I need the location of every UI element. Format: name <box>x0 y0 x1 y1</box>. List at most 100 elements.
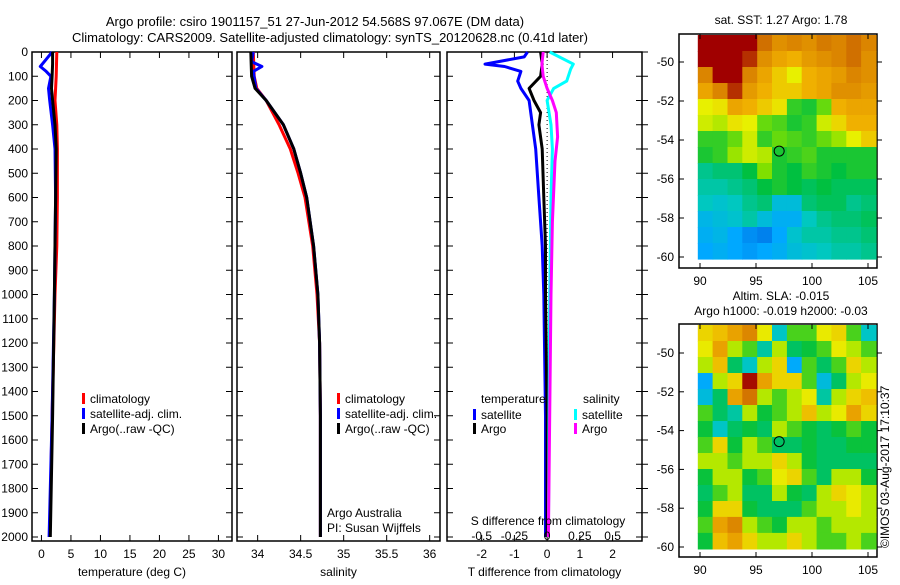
map-cell <box>697 325 714 342</box>
x2-tick-label: -0.5 <box>471 529 492 543</box>
map-cell <box>697 373 714 390</box>
map-cell <box>712 227 729 244</box>
map-cell <box>742 195 758 212</box>
map-cell <box>742 437 758 454</box>
map-cell <box>816 83 833 100</box>
map-cell <box>846 51 862 68</box>
map-cell <box>727 99 743 116</box>
map-cell <box>772 389 788 406</box>
map-cell <box>861 405 877 422</box>
map-cell <box>801 373 818 390</box>
map-cell <box>742 163 758 180</box>
map-cell <box>727 532 743 550</box>
map-cell <box>786 389 803 406</box>
lat-tick-label: -60 <box>657 250 675 264</box>
x-tick-label: 2 <box>609 547 616 561</box>
map-cell <box>697 437 714 454</box>
map-cell <box>846 195 862 212</box>
series-line-satellite-adj-clim- <box>250 51 322 537</box>
map-cell <box>697 35 714 52</box>
map-cell <box>712 195 729 212</box>
y-tick-label: 300 <box>8 118 28 132</box>
y-tick-label: 1100 <box>2 312 28 326</box>
map-cell <box>846 325 862 342</box>
map-cell <box>772 99 788 116</box>
map-cell <box>816 147 833 164</box>
map-cell <box>801 179 818 196</box>
map-cell <box>757 532 773 550</box>
map-cell <box>861 83 877 100</box>
map-cell <box>712 341 729 358</box>
y-tick-label: 100 <box>8 69 28 83</box>
x-tick-label: 36 <box>423 547 437 561</box>
series-line-diff-s-satellite <box>545 50 575 538</box>
x2-tick-label: 0 <box>544 529 551 543</box>
legend-swatch <box>473 423 476 434</box>
map-cell <box>727 469 743 486</box>
map-cell <box>742 469 758 486</box>
map-cell <box>742 501 758 518</box>
x-tick-label: 15 <box>123 547 137 561</box>
map-cell <box>697 532 714 550</box>
map-cell <box>816 532 833 550</box>
map-cell <box>757 211 773 228</box>
map-cell <box>742 83 758 100</box>
y-tick-label: 1200 <box>1 336 28 350</box>
map-cell <box>831 179 847 196</box>
map-cell <box>697 405 714 422</box>
map-cell <box>697 99 714 116</box>
map-cell <box>831 147 847 164</box>
map-cell <box>846 516 862 534</box>
map-cell <box>742 341 758 358</box>
map-cell <box>861 325 877 342</box>
map-cell <box>772 516 788 534</box>
map-cell <box>697 389 714 406</box>
map-cell <box>757 163 773 180</box>
map-cell <box>861 437 877 454</box>
map-cell <box>772 405 788 422</box>
map-cell <box>786 501 803 518</box>
map-cell <box>846 485 862 502</box>
map-cell <box>816 35 833 52</box>
map-cell <box>697 147 714 164</box>
legend-swatch <box>574 409 577 420</box>
map-cell <box>801 469 818 486</box>
lat-tick-label: -50 <box>657 55 675 69</box>
map-cell <box>712 405 729 422</box>
legend-label: Argo(..raw -QC) <box>345 422 430 436</box>
map-cell <box>861 67 877 84</box>
y-tick-label: 200 <box>8 94 28 108</box>
map-cell <box>786 179 803 196</box>
map-cell <box>831 195 847 212</box>
map-cell <box>861 421 877 438</box>
map-cell <box>727 67 743 84</box>
x-tick-label: 35.5 <box>375 547 399 561</box>
map-cell <box>846 341 862 358</box>
y-tick-label: 700 <box>8 215 28 229</box>
map-cell <box>846 532 862 550</box>
map-cell <box>786 516 803 534</box>
map-cell <box>831 341 847 358</box>
map-cell <box>742 243 758 260</box>
map-cell <box>727 179 743 196</box>
map-cell <box>861 532 877 550</box>
map-cell <box>742 389 758 406</box>
map-cell <box>831 99 847 116</box>
map-cell <box>816 51 833 68</box>
map-cell <box>712 469 729 486</box>
map-cell <box>786 421 803 438</box>
map-cell <box>786 131 803 148</box>
title-line-1: Argo profile: csiro 1901157_51 27-Jun-20… <box>106 14 524 29</box>
map-cell <box>846 115 862 132</box>
map-cell <box>861 516 877 534</box>
map-cell <box>831 67 847 84</box>
map-cell <box>757 341 773 358</box>
map-cell <box>831 437 847 454</box>
lat-tick-label: -56 <box>657 172 675 186</box>
map-cell <box>786 357 803 374</box>
map-cell <box>712 51 729 68</box>
map-cell <box>712 437 729 454</box>
map-cell <box>757 115 773 132</box>
legend-swatch <box>337 423 340 434</box>
